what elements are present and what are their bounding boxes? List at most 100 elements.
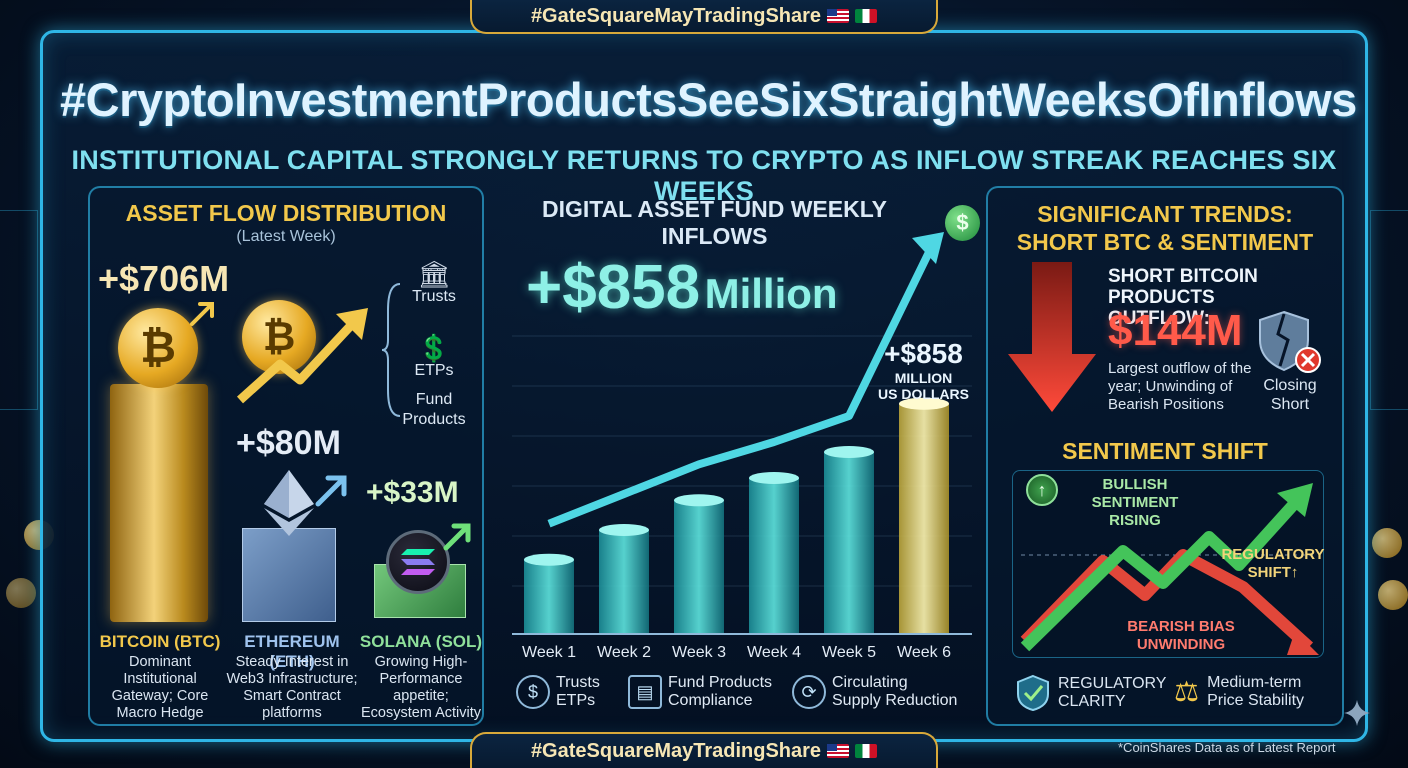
sentiment-chart-box — [1012, 470, 1324, 658]
legend-line: Circulating — [832, 674, 908, 691]
source-footnote: *CoinShares Data as of Latest Report — [1118, 740, 1336, 755]
btc-pillar — [110, 384, 208, 622]
mexico-flag-icon — [855, 9, 878, 23]
coin-decoration-right-2 — [1378, 580, 1408, 610]
trusts-label: Trusts — [412, 288, 456, 305]
circuit-line-right — [1370, 210, 1408, 410]
headline-value: +$858 — [526, 253, 701, 322]
shield-check-icon — [1017, 674, 1049, 712]
sol-desc-line: appetite; — [393, 688, 449, 704]
legend-circulating-text: Circulating Supply Reduction — [832, 674, 957, 710]
growth-trend-arrow-icon — [236, 308, 368, 404]
bearish-bias-label: BEARISH BIAS UNWINDING — [1116, 618, 1246, 654]
week-label-5: Week 5 — [822, 644, 876, 661]
eth-inflow-value: +$80M — [236, 424, 341, 462]
sentiment-shift-heading: SENTIMENT SHIFT — [1062, 438, 1268, 464]
eth-cube — [242, 528, 336, 622]
us-flag-icon — [827, 9, 850, 23]
closing-short-label: Closing Short — [1250, 376, 1330, 414]
eth-desc-line: Steady Interest in — [235, 654, 349, 670]
hashtag-text: #GateSquareMayTradingShare — [530, 4, 822, 27]
asset-flow-panel: ASSET FLOW DISTRIBUTION (Latest Week) +$… — [88, 186, 484, 726]
red-down-arrow-icon — [1008, 262, 1096, 412]
hashtag-text: #GateSquareMayTradingShare — [530, 739, 822, 762]
stability-line: Price Stability — [1207, 692, 1305, 709]
broken-shield-icon — [1259, 310, 1321, 373]
btc-desc-line: Institutional — [123, 671, 197, 687]
bullish-line: BULLISH — [1102, 476, 1168, 493]
week-label-1: Week 1 — [522, 644, 576, 661]
eth-desc: Steady Interest in Web3 Infrastructure; … — [222, 654, 362, 722]
weekly-inflows-heading: DIGITAL ASSET FUND WEEKLY INFLOWS $ — [492, 196, 980, 250]
legend-fund-products: ▤ Fund Products Compliance — [628, 674, 772, 710]
us-flag-icon — [827, 744, 850, 758]
regulatory-clarity-item: REGULATORY CLARITY — [1016, 674, 1166, 712]
week-label-4: Week 4 — [747, 644, 801, 661]
bullish-up-arrow-icon: ↑ — [1026, 474, 1058, 506]
price-stability-item: ⚖ Medium-term Price Stability — [1174, 674, 1304, 710]
short-desc-line: Largest outflow of the — [1108, 360, 1252, 377]
weekly-inflows-chart — [512, 232, 972, 635]
legend-fund-text: Fund Products Compliance — [668, 674, 772, 710]
bearish-line: UNWINDING — [1136, 636, 1226, 653]
document-chart-icon: ▤ — [628, 675, 662, 709]
weekly-heading-text: DIGITAL ASSET FUND WEEKLY INFLOWS — [541, 196, 887, 249]
bar-week-2 — [599, 530, 649, 634]
asset-flow-heading: ASSET FLOW DISTRIBUTION — [125, 200, 447, 226]
week6-value: +$858 — [884, 338, 963, 369]
ethereum-diamond-icon — [264, 470, 314, 536]
legend-line: Supply Reduction — [832, 692, 958, 709]
bar-cap — [824, 446, 874, 458]
coin-decoration-left-2 — [6, 578, 36, 608]
bitcoin-coin-icon: ₿ — [118, 308, 198, 388]
legend-trusts: $ Trusts ETPs — [516, 674, 600, 710]
regulatory-shift-label: REGULATORY SHIFT↑ — [1218, 546, 1328, 582]
legend-line: ETPs — [556, 692, 596, 709]
btc-desc-line: Macro Hedge — [116, 705, 204, 721]
bullish-line: RISING — [1109, 512, 1161, 529]
legend-circulating: ⟳ Circulating Supply Reduction — [792, 674, 957, 710]
eth-desc-line: Smart Contract — [243, 688, 341, 704]
etps-product-item: 💲 ETPs — [408, 334, 460, 380]
week6-unit-2: US DOLLARS — [878, 386, 969, 402]
bar-cap — [899, 397, 949, 410]
sparkle-icon — [1344, 700, 1370, 726]
etps-label: ETPs — [414, 362, 454, 379]
regulatory-line: REGULATORY — [1221, 546, 1325, 563]
bullish-sentiment-label: BULLISH SENTIMENT RISING — [1080, 476, 1190, 530]
btc-desc: Dominant Institutional Gateway; Core Mac… — [94, 654, 226, 722]
trends-panel: SIGNIFICANT TRENDS: SHORT BTC & SENTIMEN… — [986, 186, 1344, 726]
fund-label: Fund — [415, 391, 453, 408]
bar-week-1 — [524, 559, 574, 634]
asset-flow-subheading: (Latest Week) — [236, 228, 336, 245]
solana-coin-icon — [386, 530, 450, 594]
circulating-dollar-icon: ⟳ — [792, 675, 826, 709]
bitcoin-growth-coin-icon: ₿ — [242, 300, 316, 374]
mexico-flag-icon — [855, 744, 878, 758]
week6-unit-1: MILLION — [894, 370, 953, 386]
reg-clarity-line: CLARITY — [1058, 693, 1126, 710]
bank-building-icon: 🏛 — [417, 259, 451, 289]
week6-callout: +$858 MILLION US DOLLARS — [878, 338, 969, 402]
week-label-6: Week 6 — [897, 644, 951, 661]
short-btc-outflow-value: $144M — [1108, 306, 1243, 355]
eth-desc-line: platforms — [262, 705, 322, 721]
circuit-line-left — [0, 210, 38, 410]
legend-line: Trusts — [556, 674, 600, 691]
dollar-coin-icon: $ — [516, 675, 550, 709]
short-btc-desc: Largest outflow of the year; Unwinding o… — [1108, 360, 1258, 414]
bar-cap — [674, 494, 724, 507]
bearish-line: BEARISH BIAS — [1127, 618, 1235, 635]
legend-line: Compliance — [668, 692, 753, 709]
sentiment-trend-chart — [1020, 483, 1319, 655]
week-label-2: Week 2 — [597, 644, 651, 661]
trend-arrow-head — [912, 232, 944, 264]
product-bracket — [381, 283, 401, 417]
bar-cap — [524, 553, 574, 566]
short-title-line: OUTFLOW: — [1108, 308, 1211, 329]
btc-up-arrow-icon — [190, 302, 214, 326]
sol-inflow-value: +$33M — [366, 476, 459, 509]
week-label-3: Week 3 — [672, 644, 726, 661]
coin-decoration-right — [1372, 528, 1402, 558]
price-stability-text: Medium-term Price Stability — [1207, 674, 1304, 710]
